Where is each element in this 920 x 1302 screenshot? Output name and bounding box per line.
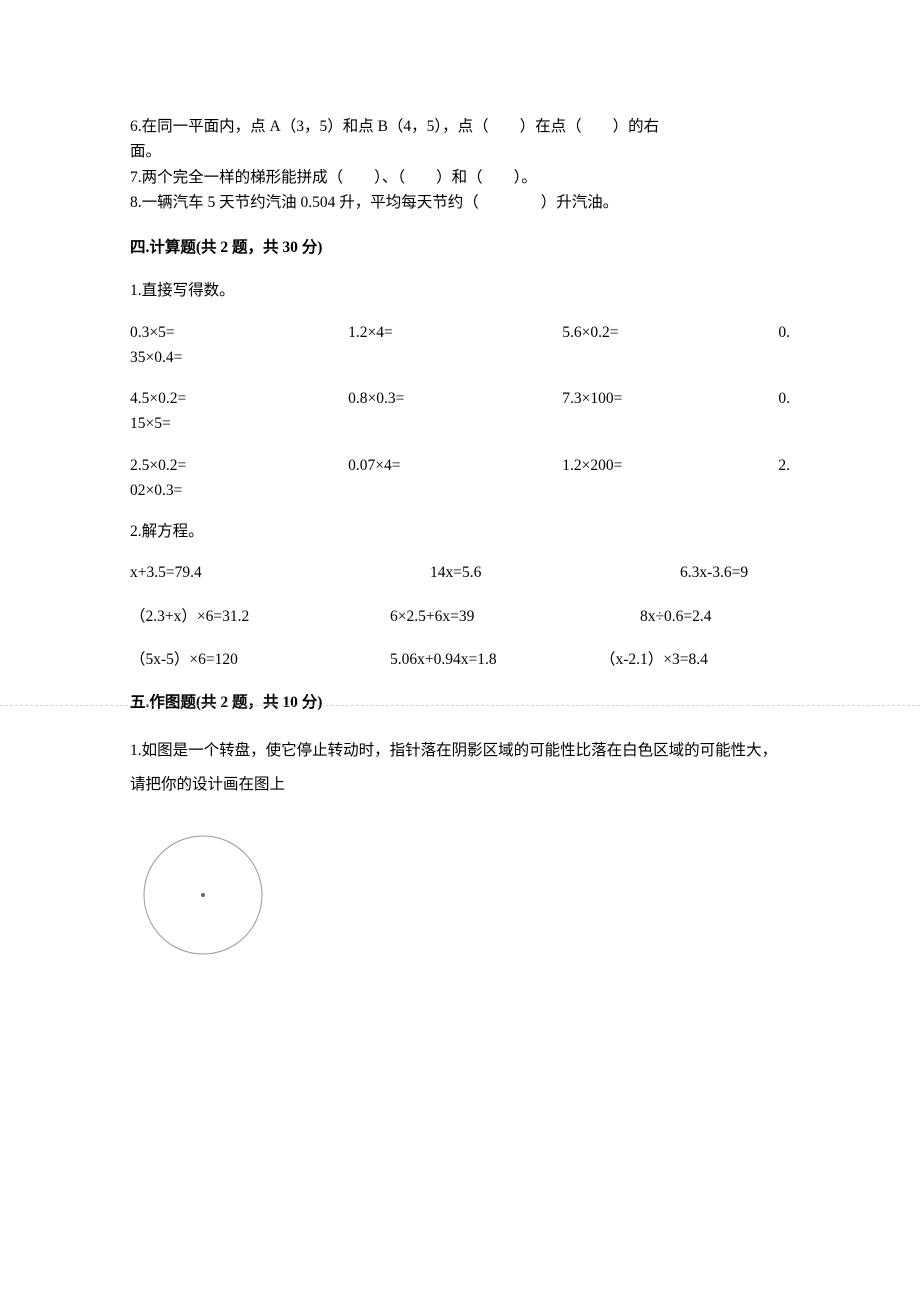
question-6-line1: 6.在同一平面内，点 A（3，5）和点 B（4，5），点（ ）在点（ ）的右 [130,115,790,138]
calc-cell: 5.6×0.2= [562,321,778,344]
eq-cell: x+3.5=79.4 [130,561,330,584]
section-4-sub1: 1.直接写得数。 [130,279,790,302]
eq-cell: 8x÷0.6=2.4 [550,605,790,628]
eq-cell: 14x=5.6 [330,561,550,584]
question-7: 7.两个完全一样的梯形能拼成（ ）、（ ）和（ ）。 [130,166,790,189]
calc-group-2: 4.5×0.2= 0.8×0.3= 7.3×100= 0. 15×5= [130,387,790,436]
eq-cell: （5x-5）×6=120 [130,648,330,671]
calc-group-1: 0.3×5= 1.2×4= 5.6×0.2= 0. 35×0.4= [130,321,790,370]
calc-wrap: 02×0.3= [130,479,790,502]
question-6-line2: 面。 [130,140,790,163]
equation-row: （5x-5）×6=120 5.06x+0.94x=1.8 （x-2.1）×3=8… [130,648,790,671]
calc-cell: 7.3×100= [562,387,778,410]
section-4-sub2: 2.解方程。 [130,520,790,543]
eq-cell: （x-2.1）×3=8.4 [550,648,790,671]
equation-row: x+3.5=79.4 14x=5.6 6.3x-3.6=9 [130,561,790,584]
eq-cell: （2.3+x）×6=31.2 [130,605,330,628]
calc-wrap: 15×5= [130,412,790,435]
calc-cell: 0.07×4= [348,454,562,477]
calc-group-3: 2.5×0.2= 0.07×4= 1.2×200= 2. 02×0.3= [130,454,790,503]
section-5-question: 1.如图是一个转盘，使它停止转动时，指针落在阴影区域的可能性比落在白色区域的可能… [130,734,790,802]
calc-cell: 2. [778,454,790,477]
eq-cell: 5.06x+0.94x=1.8 [330,648,550,671]
calc-cell: 2.5×0.2= [130,454,348,477]
circle-svg [138,830,268,960]
eq-cell: 6×2.5+6x=39 [330,605,550,628]
eq-cell: 6.3x-3.6=9 [550,561,790,584]
calc-cell: 1.2×4= [348,321,562,344]
page-divider [0,705,920,706]
section-4-header: 四.计算题(共 2 题，共 30 分) [130,236,790,259]
question-8: 8.一辆汽车 5 天节约汽油 0.504 升，平均每天节约（ ）升汽油。 [130,191,790,214]
calc-wrap: 35×0.4= [130,346,790,369]
section-5-header: 五.作图题(共 2 题，共 10 分) [130,691,790,714]
equation-row: （2.3+x）×6=31.2 6×2.5+6x=39 8x÷0.6=2.4 [130,605,790,628]
spinner-circle [138,830,790,967]
calc-cell: 4.5×0.2= [130,387,348,410]
calc-cell: 0. [778,387,790,410]
calc-cell: 0.3×5= [130,321,348,344]
calc-cell: 0. [778,321,790,344]
calc-cell: 0.8×0.3= [348,387,562,410]
calc-cell: 1.2×200= [562,454,778,477]
